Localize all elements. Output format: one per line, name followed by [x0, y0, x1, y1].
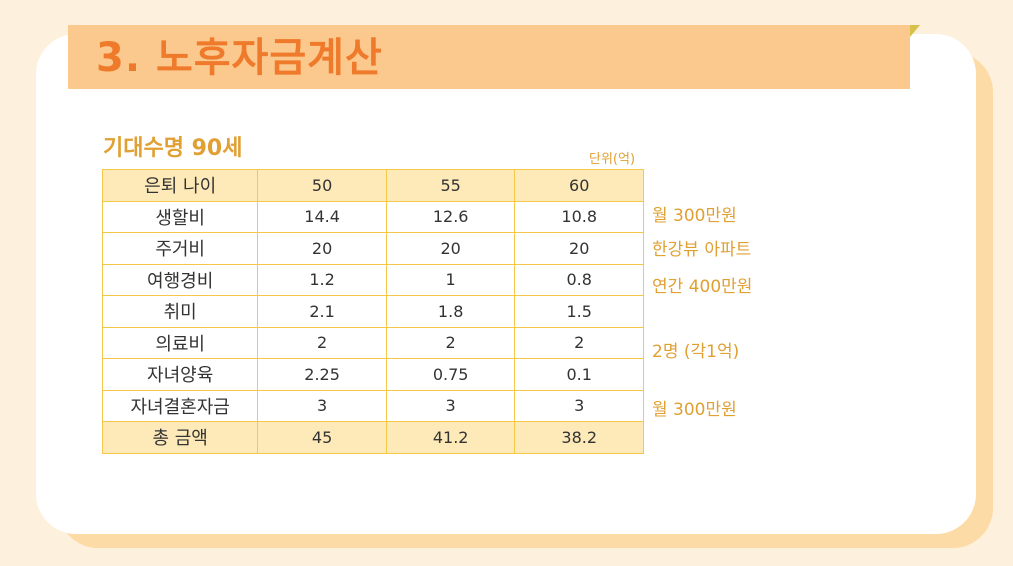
- table-cell: 2.1: [257, 295, 387, 328]
- note-wedding: 월 300만원: [652, 400, 737, 420]
- unit-label: 단위(억): [589, 152, 636, 167]
- table-cell: 20: [514, 232, 644, 265]
- row-label: 자녀양육: [101, 358, 259, 391]
- note-living-cost: 월 300만원: [652, 206, 737, 226]
- table-cell: 2: [514, 326, 644, 359]
- table-cell: 1.5: [514, 295, 644, 328]
- note-housing: 한강뷰 아파트: [652, 240, 752, 260]
- table-row: 여행경비 1.2 1 0.8: [101, 263, 644, 296]
- total-cell: 41.2: [385, 421, 516, 454]
- table-row: 자녀양육 2.25 0.75 0.1: [101, 358, 644, 391]
- table-cell: 14.4: [257, 200, 387, 233]
- table-cell: 1.2: [257, 263, 387, 296]
- table-cell: 10.8: [514, 200, 644, 233]
- row-label: 주거비: [101, 232, 259, 265]
- retirement-fund-table: 은퇴 나이 50 55 60 생할비 14.4 12.6 10.8 주거비 20…: [101, 169, 644, 454]
- row-label: 여행경비: [101, 263, 259, 296]
- table-row: 주거비 20 20 20: [101, 232, 644, 265]
- title-bar: [68, 25, 910, 89]
- header-cell: 50: [257, 169, 387, 202]
- note-travel: 연간 400만원: [652, 277, 753, 297]
- table-cell: 2: [257, 326, 387, 359]
- table-cell: 1.8: [385, 295, 516, 328]
- table-row: 의료비 2 2 2: [101, 326, 644, 359]
- table-row: 취미 2.1 1.8 1.5: [101, 295, 644, 328]
- table-header-row: 은퇴 나이 50 55 60: [101, 169, 644, 202]
- subtitle: 기대수명 90세: [103, 136, 243, 161]
- table-cell: 20: [385, 232, 516, 265]
- table-total-row: 총 금액 45 41.2 38.2: [101, 421, 644, 454]
- row-label: 자녀결혼자금: [101, 389, 259, 422]
- row-label: 의료비: [101, 326, 259, 359]
- table-cell: 3: [514, 389, 644, 422]
- table-row: 생할비 14.4 12.6 10.8: [101, 200, 644, 233]
- header-label: 은퇴 나이: [101, 169, 259, 202]
- title-bar-fold: [910, 25, 920, 37]
- table-cell: 12.6: [385, 200, 516, 233]
- table-cell: 2.25: [257, 358, 387, 391]
- table-cell: 20: [257, 232, 387, 265]
- table-cell: 1: [385, 263, 516, 296]
- page-title: 3. 노후자금계산: [96, 35, 383, 81]
- table-cell: 2: [385, 326, 516, 359]
- total-cell: 45: [257, 421, 387, 454]
- row-label: 취미: [101, 295, 259, 328]
- total-label: 총 금액: [101, 421, 259, 454]
- table-cell: 0.8: [514, 263, 644, 296]
- table-cell: 0.75: [385, 358, 516, 391]
- table-cell: 3: [385, 389, 516, 422]
- total-cell: 38.2: [514, 421, 644, 454]
- header-cell: 60: [514, 169, 644, 202]
- row-label: 생할비: [101, 200, 259, 233]
- table-cell: 0.1: [514, 358, 644, 391]
- table-row: 자녀결혼자금 3 3 3: [101, 389, 644, 422]
- note-medical: 2명 (각1억): [652, 342, 740, 362]
- header-cell: 55: [385, 169, 516, 202]
- table-cell: 3: [257, 389, 387, 422]
